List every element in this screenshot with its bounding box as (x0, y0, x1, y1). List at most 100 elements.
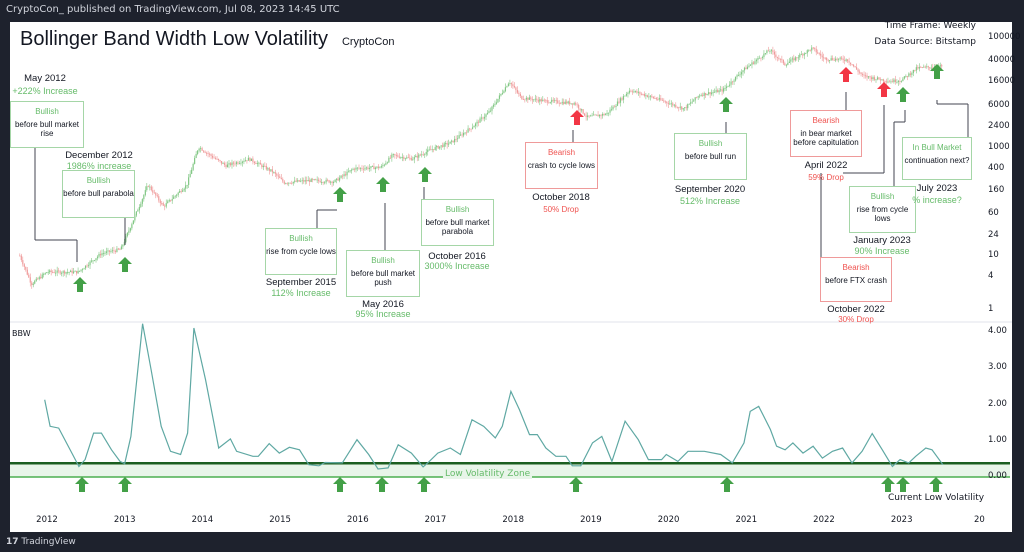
price-candle (869, 76, 871, 78)
price-candle (324, 182, 326, 184)
price-candle (416, 155, 418, 158)
annotation-box[interactable]: Bullish before bull market parabola (421, 199, 494, 246)
price-candle (873, 77, 876, 80)
price-candle (694, 97, 696, 101)
price-candle (670, 103, 672, 105)
annotation-box[interactable]: Bullish before bull parabola (62, 170, 135, 218)
price-tick: 60 (988, 208, 999, 218)
price-candle (645, 95, 647, 97)
price-candle (448, 143, 450, 145)
price-tick: 1000 (988, 142, 1010, 152)
price-candle (685, 107, 687, 109)
annotation-box[interactable]: Bullish before bull market push (346, 250, 420, 297)
price-candle (731, 81, 734, 83)
price-candle (754, 61, 756, 64)
price-candle (773, 51, 775, 55)
price-candle (406, 157, 408, 159)
annotation-box[interactable]: Bearish crash to cycle lows (525, 142, 598, 189)
price-candle (570, 103, 572, 105)
annotation-box[interactable]: Bullish before bull run (674, 133, 747, 180)
price-candle (866, 75, 868, 78)
bbw-indicator-label[interactable]: BBW (12, 329, 31, 338)
price-candle (657, 99, 659, 100)
annotation-box[interactable]: Bullish before bull market rise (10, 101, 84, 148)
price-candle (125, 236, 127, 242)
annotation-change: 95% Increase (355, 309, 411, 319)
price-tick: 400 (988, 163, 1005, 173)
price-candle (113, 250, 115, 252)
price-candle (719, 89, 722, 91)
price-candle (211, 155, 214, 158)
price-candle (551, 99, 553, 103)
price-candle (587, 115, 589, 117)
price-candle (19, 255, 21, 257)
annotation-box[interactable]: Bullish rise from cycle lows (849, 186, 916, 233)
price-candle (86, 265, 88, 267)
annotation-box[interactable]: Bearish in bear market before capitulatio… (790, 110, 862, 157)
price-candle (881, 79, 883, 81)
price-candle (43, 274, 45, 275)
bbw-tick: 4.00 (988, 326, 1007, 336)
price-candle (156, 195, 158, 197)
price-candle (498, 95, 501, 99)
price-candle (718, 90, 720, 93)
price-candle (353, 168, 356, 170)
price-candle (558, 102, 560, 104)
price-candle (715, 90, 717, 92)
price-candle (465, 132, 468, 134)
price-candle (584, 113, 586, 116)
annotation-box[interactable]: Bearish before FTX crash (820, 257, 892, 302)
bullish-arrow-icon (896, 87, 910, 102)
price-candle (888, 81, 891, 83)
price-candle (222, 163, 224, 164)
price-candle (335, 178, 338, 180)
bearish-arrow-icon (839, 67, 853, 82)
price-candle (225, 164, 227, 168)
price-candle (776, 57, 778, 58)
price-tick: 16000 (988, 76, 1016, 86)
annotation-change: 1986% increase (66, 161, 132, 171)
price-candle (736, 75, 738, 77)
price-candle (917, 67, 919, 69)
price-candle (337, 178, 339, 181)
price-candle (651, 95, 653, 97)
price-candle (368, 167, 371, 169)
price-candle (244, 160, 247, 162)
price-candle (223, 163, 226, 165)
price-candle (545, 99, 547, 101)
price-candle (234, 163, 236, 165)
price-candle (858, 71, 861, 73)
price-candle (513, 86, 515, 88)
price-candle (867, 76, 870, 78)
price-candle (412, 159, 414, 161)
price-candle (742, 70, 744, 73)
price-candle (604, 114, 607, 116)
price-candle (47, 272, 49, 274)
price-candle (303, 180, 305, 182)
price-candle (864, 75, 867, 77)
price-candle (687, 104, 689, 109)
price-candle (823, 57, 825, 59)
price-candle (540, 99, 542, 102)
price-candle (500, 93, 502, 96)
price-candle (213, 157, 215, 159)
price-candle (539, 99, 541, 102)
price-candle (306, 180, 308, 182)
price-candle (531, 99, 533, 101)
tradingview-logo[interactable]: 𝟭𝟳 TradingView (6, 537, 76, 547)
price-candle (781, 58, 783, 60)
price-candle (543, 99, 545, 101)
price-candle (516, 90, 518, 93)
chart-title: Bollinger Band Width Low Volatility (20, 28, 328, 50)
price-candle (52, 271, 54, 273)
price-candle (226, 164, 229, 168)
annotation-box[interactable]: In Bull Market continuation next? (902, 137, 972, 180)
price-candle (38, 277, 40, 280)
price-candle (276, 173, 278, 176)
price-candle (22, 260, 24, 265)
price-candle (168, 199, 170, 202)
annotation-change: 59% Drop (808, 173, 844, 182)
price-candle (292, 181, 294, 184)
annotation-box[interactable]: Bullish rise from cycle lows (265, 228, 337, 275)
price-candle (247, 157, 250, 161)
